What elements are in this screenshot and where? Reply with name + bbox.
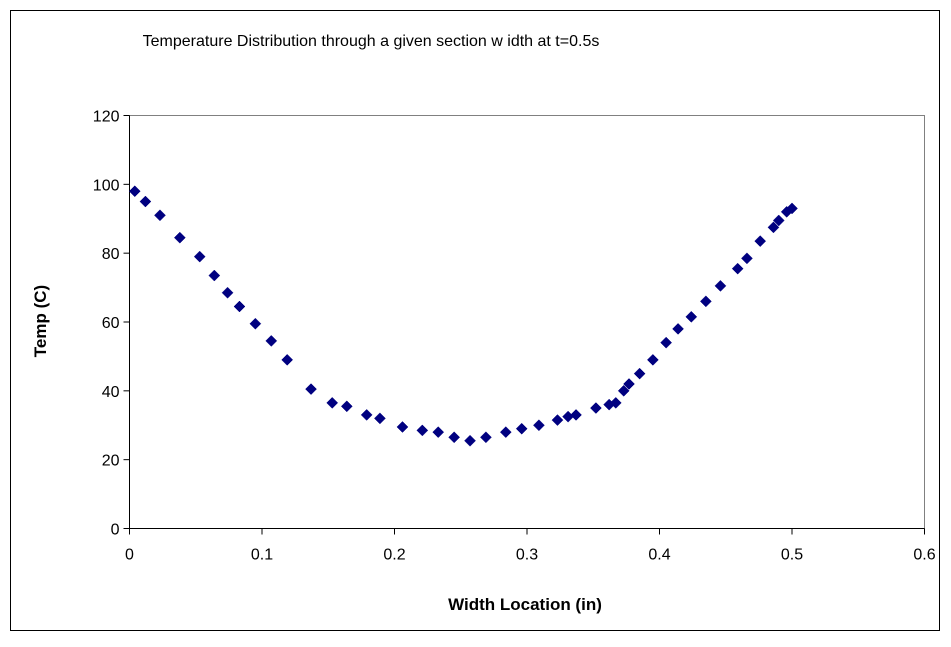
data-point bbox=[672, 323, 684, 335]
data-point bbox=[623, 378, 635, 390]
data-point bbox=[480, 431, 492, 444]
y-tick-label: 20 bbox=[102, 453, 120, 470]
x-tick-label: 0.4 bbox=[648, 547, 670, 564]
data-point bbox=[741, 252, 753, 265]
data-points bbox=[128, 185, 798, 447]
data-point bbox=[617, 384, 630, 397]
data-point bbox=[570, 409, 582, 421]
data-point bbox=[233, 300, 246, 313]
y-tick-label: 0 bbox=[111, 522, 120, 539]
data-point bbox=[533, 419, 545, 432]
x-tick-label: 0.2 bbox=[383, 547, 405, 564]
data-point bbox=[660, 336, 672, 349]
data-point bbox=[193, 250, 206, 263]
data-point bbox=[767, 221, 780, 234]
chart-title: Temperature Distribution through a given… bbox=[143, 33, 600, 50]
x-tick-label: 0.5 bbox=[781, 547, 803, 564]
data-point bbox=[714, 280, 727, 292]
data-point bbox=[685, 310, 698, 323]
x-tick-label: 0.6 bbox=[913, 547, 935, 564]
data-point bbox=[265, 335, 278, 347]
axes: 0 20 40 60 80 100 120 0 0.1 0.2 0.3 0.4 0.5 0.6 bbox=[93, 109, 936, 564]
data-point bbox=[448, 431, 460, 444]
data-point bbox=[249, 317, 262, 330]
x-tick-label: 0 bbox=[125, 547, 134, 564]
y-tick-label: 40 bbox=[102, 384, 120, 401]
y-tick-label: 80 bbox=[102, 246, 120, 263]
data-point bbox=[515, 422, 528, 435]
data-point bbox=[340, 400, 353, 413]
data-point bbox=[590, 402, 602, 414]
data-point bbox=[281, 354, 294, 366]
data-point bbox=[772, 214, 785, 227]
y-tick-label: 100 bbox=[93, 177, 120, 194]
data-point bbox=[154, 209, 166, 222]
data-point bbox=[128, 185, 141, 198]
data-point bbox=[173, 231, 186, 244]
data-point bbox=[221, 286, 234, 299]
x-tick-label: 0.1 bbox=[251, 547, 273, 564]
data-point bbox=[633, 367, 646, 380]
data-point bbox=[326, 397, 339, 409]
data-point bbox=[700, 295, 712, 308]
data-point bbox=[374, 412, 386, 425]
data-point bbox=[360, 409, 373, 421]
x-tick-label: 0.3 bbox=[516, 547, 538, 564]
data-point bbox=[416, 424, 429, 437]
data-point bbox=[786, 202, 798, 215]
data-point bbox=[208, 269, 221, 282]
data-point bbox=[139, 195, 152, 208]
data-point bbox=[551, 414, 564, 426]
data-point bbox=[396, 421, 409, 433]
data-point bbox=[464, 434, 476, 447]
data-point bbox=[432, 426, 445, 438]
y-tick-label: 120 bbox=[93, 109, 120, 126]
data-point bbox=[647, 354, 659, 366]
data-point bbox=[754, 235, 767, 247]
data-point bbox=[731, 262, 744, 275]
data-point bbox=[499, 426, 512, 438]
y-axis-label: Temp (C) bbox=[31, 285, 50, 357]
data-point bbox=[305, 383, 317, 395]
plot-area bbox=[129, 115, 925, 529]
x-axis-label: Width Location (in) bbox=[448, 595, 602, 614]
y-tick-label: 60 bbox=[102, 315, 120, 332]
data-point bbox=[609, 397, 622, 409]
